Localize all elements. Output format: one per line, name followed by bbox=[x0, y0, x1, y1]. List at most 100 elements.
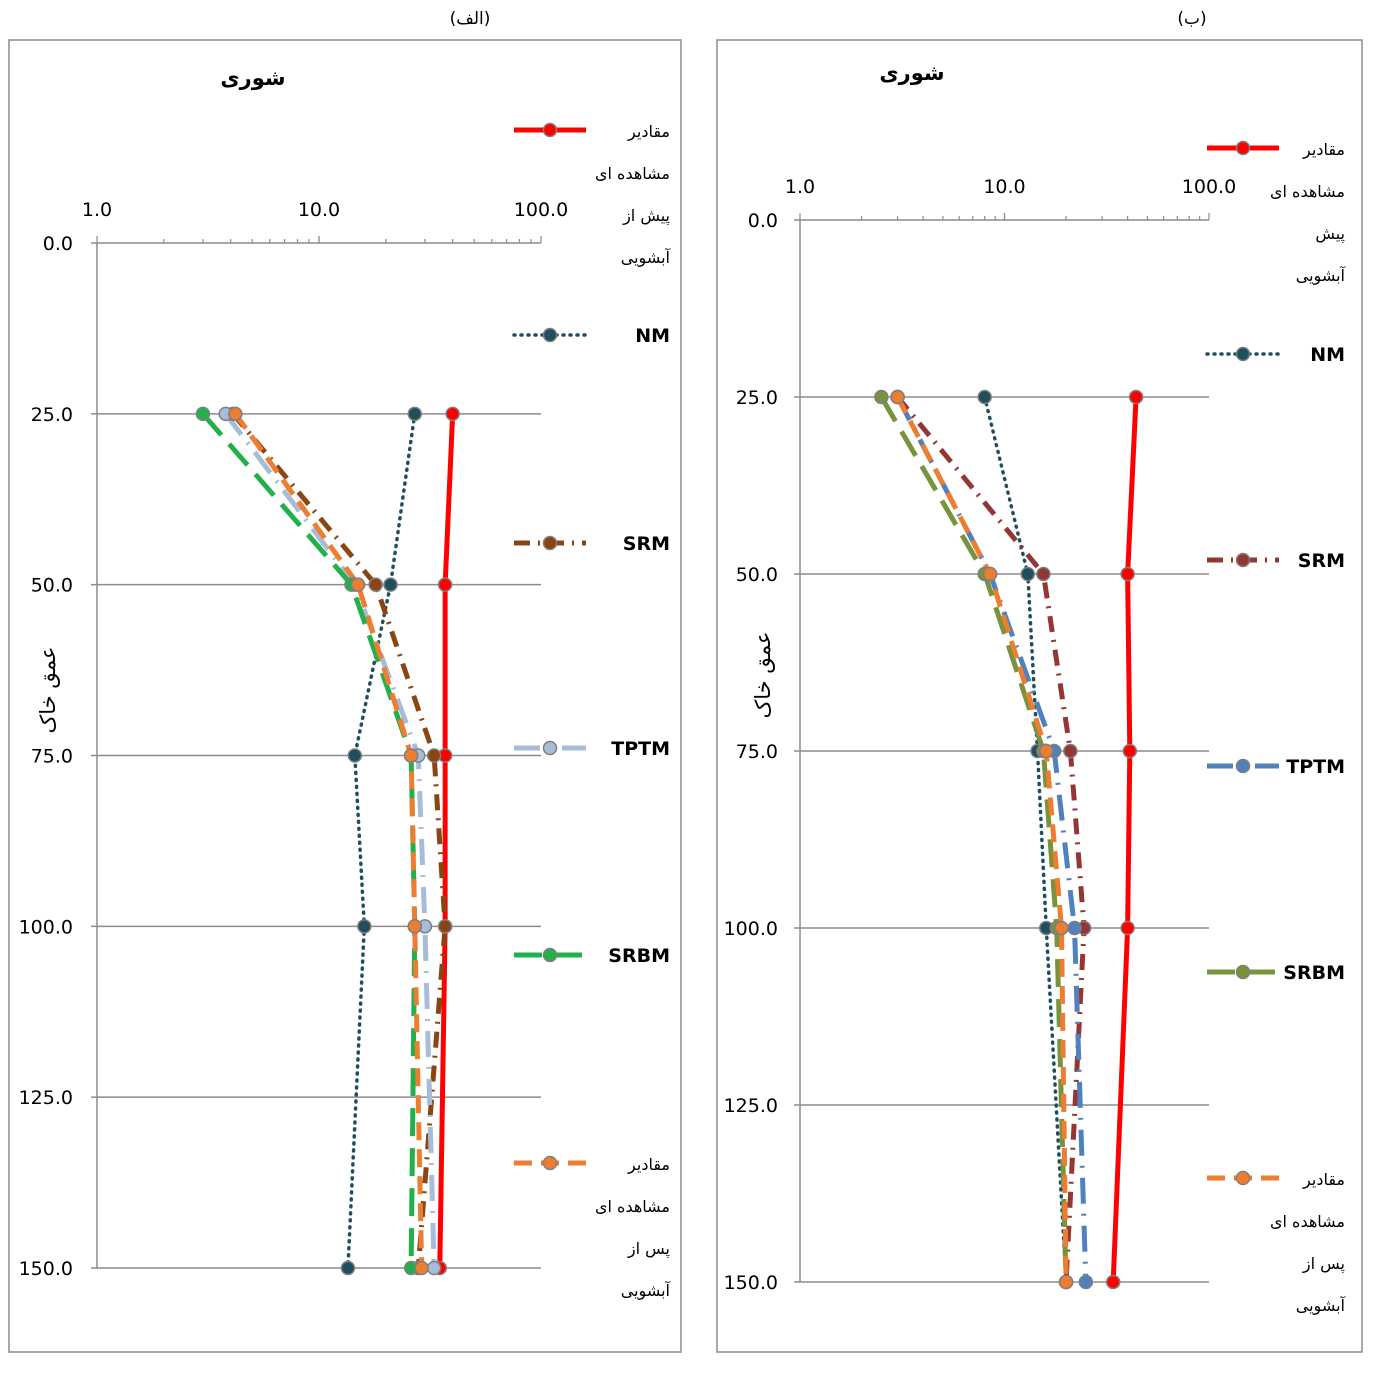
data-point bbox=[1020, 566, 1036, 582]
y-tick-label: 100.0 bbox=[724, 918, 778, 940]
legend-entry-text: TPTM bbox=[611, 738, 670, 760]
data-point bbox=[1122, 743, 1138, 759]
panel-label: (ب) bbox=[1177, 9, 1206, 29]
chart-panel-2: (ب) شوری 0.0 25.0 50.0 75.0 100.0 125.0 150.0 1.0… bbox=[716, 9, 1363, 1353]
legend-marker-1 bbox=[542, 122, 558, 138]
data-point bbox=[1078, 1274, 1094, 1290]
data-point bbox=[407, 406, 423, 422]
data-point bbox=[414, 1260, 429, 1276]
legend-marker-3 bbox=[1235, 552, 1251, 568]
legend-marker-1 bbox=[1235, 140, 1251, 156]
legend-entry-text: مشاهده ای bbox=[595, 164, 670, 183]
data-point bbox=[340, 1260, 356, 1276]
data-point bbox=[1067, 920, 1082, 936]
series-line-3 bbox=[231, 412, 448, 1269]
legend-entry-text: مقادیر bbox=[627, 122, 670, 142]
x-tick-label: 10.0 bbox=[983, 176, 1025, 198]
series-line-5 bbox=[879, 395, 1069, 1283]
x-tick-label: 10.0 bbox=[298, 199, 340, 221]
legend-entry-text: آبشویی bbox=[1296, 266, 1347, 286]
panel-frame bbox=[8, 39, 682, 1353]
legend-marker-6 bbox=[542, 1155, 558, 1171]
legend-entry-text: آبشویی bbox=[1296, 1296, 1347, 1316]
y-tick-label: 75.0 bbox=[736, 741, 778, 763]
legend-entry-text: NM bbox=[1310, 344, 1345, 366]
data-point bbox=[1120, 920, 1135, 936]
legend-entry-text: مشاهده ای bbox=[1270, 182, 1345, 201]
legend-entry-text: پس از bbox=[627, 1239, 670, 1259]
data-point bbox=[1120, 566, 1135, 582]
data-point bbox=[977, 389, 992, 405]
panel-label: (الف) bbox=[450, 9, 491, 29]
legend-marker-5 bbox=[1235, 964, 1251, 980]
chart-title: شوری bbox=[220, 66, 285, 90]
legend-entry-text: SRBM bbox=[1283, 962, 1345, 984]
data-point bbox=[195, 406, 211, 422]
series-line-4 bbox=[223, 412, 437, 1269]
data-point bbox=[1036, 566, 1051, 582]
data-point bbox=[228, 406, 243, 422]
y-tick-label: 0.0 bbox=[748, 210, 778, 232]
data-point bbox=[1058, 1274, 1074, 1290]
x-tick-label: 100.0 bbox=[1182, 176, 1236, 198]
legend-entry-text: SRBM bbox=[608, 945, 670, 967]
data-point bbox=[1128, 389, 1144, 405]
x-tick-label: 1.0 bbox=[785, 176, 815, 198]
data-point bbox=[1105, 1274, 1121, 1290]
series-line-1 bbox=[1110, 396, 1139, 1283]
legend-entry-text: پیش bbox=[1315, 224, 1345, 244]
y-tick-label: 25.0 bbox=[736, 387, 778, 409]
data-point bbox=[982, 566, 998, 582]
y-axis-label: عمق خاک bbox=[751, 631, 775, 718]
legend-entry-text: SRM bbox=[623, 533, 670, 555]
legend-marker-5 bbox=[542, 947, 558, 963]
chart-title: شوری bbox=[879, 61, 944, 85]
legend-marker-4 bbox=[1235, 758, 1251, 774]
x-tick-label: 100.0 bbox=[514, 199, 568, 221]
data-point bbox=[383, 577, 398, 592]
legend-marker-2 bbox=[1235, 346, 1251, 362]
y-tick-label: 125.0 bbox=[19, 1087, 73, 1109]
data-point bbox=[403, 748, 419, 763]
legend-entry-text: مقادیر bbox=[1302, 140, 1345, 160]
series-line-5 bbox=[201, 412, 418, 1269]
y-tick-label: 50.0 bbox=[31, 575, 73, 597]
data-point bbox=[350, 577, 366, 592]
legend-entry-text: مشاهده ای bbox=[1270, 1212, 1345, 1231]
data-point bbox=[1038, 743, 1054, 759]
y-tick-label: 150.0 bbox=[19, 1258, 73, 1280]
data-point bbox=[368, 577, 383, 592]
data-point bbox=[347, 748, 363, 763]
data-point bbox=[437, 919, 453, 934]
legend-entry-text: پیش از bbox=[622, 206, 670, 226]
legend-entry-text: مقادیر bbox=[627, 1155, 670, 1175]
y-tick-label: 100.0 bbox=[19, 916, 73, 938]
data-point bbox=[874, 389, 889, 405]
legend-entry-text: SRM bbox=[1298, 550, 1345, 572]
legend-marker-3 bbox=[542, 535, 558, 551]
data-point bbox=[437, 577, 453, 592]
data-point bbox=[426, 1260, 442, 1276]
legend-entry-text: NM bbox=[635, 325, 670, 347]
data-point bbox=[1063, 743, 1078, 759]
legend-entry-text: آبشویی bbox=[621, 1281, 672, 1301]
data-point bbox=[445, 406, 460, 422]
data-point bbox=[407, 919, 423, 934]
series-line-6 bbox=[233, 412, 425, 1269]
data-point bbox=[890, 389, 905, 405]
chart-panel-1: (الف) شوری 0.0 25.0 50.0 75.0 100.0 125.0 150.0 1… bbox=[8, 9, 682, 1353]
legend-marker-4 bbox=[542, 740, 558, 756]
data-point bbox=[426, 748, 442, 763]
y-tick-label: 50.0 bbox=[736, 564, 778, 586]
legend-entry-text: مشاهده ای bbox=[595, 1197, 670, 1216]
legend-entry-text: مقادیر bbox=[1302, 1170, 1345, 1190]
y-tick-label: 0.0 bbox=[43, 233, 73, 255]
legend-marker-6 bbox=[1235, 1170, 1251, 1186]
legend-entry-text: TPTM bbox=[1286, 756, 1345, 778]
y-tick-label: 25.0 bbox=[31, 404, 73, 426]
y-tick-label: 125.0 bbox=[724, 1095, 778, 1117]
legend-marker-2 bbox=[542, 327, 558, 343]
legend-entry-text: آبشویی bbox=[621, 248, 672, 268]
data-point bbox=[357, 919, 372, 934]
